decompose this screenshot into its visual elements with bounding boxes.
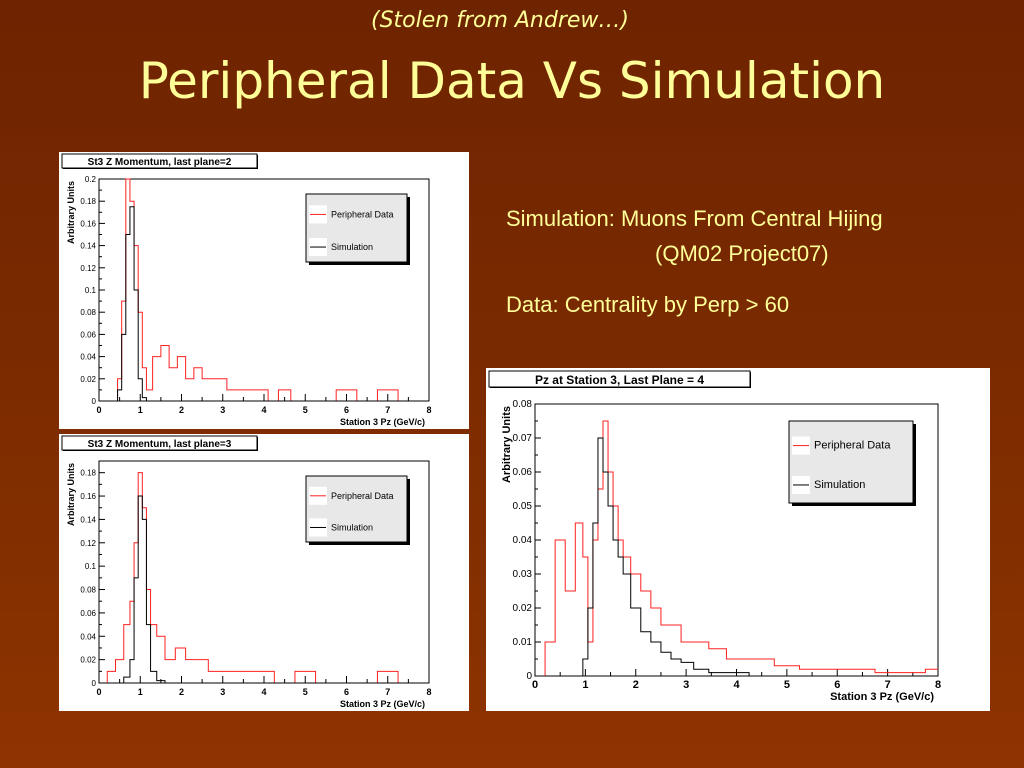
chart-title: St3 Z Momentum, last plane=2 bbox=[88, 157, 232, 168]
info-simulation-line: Simulation: Muons From Central Hijing bbox=[506, 206, 883, 231]
slide-subtitle: (Stolen from Andrew…) bbox=[370, 8, 629, 33]
x-tick-label: 6 bbox=[834, 679, 840, 691]
y-tick-label: 0.16 bbox=[80, 492, 96, 501]
histogram-plane4: Pz at Station 3, Last Plane = 4 0 0.01 0.02… bbox=[488, 370, 941, 703]
y-tick-label: 0.02 bbox=[80, 375, 96, 384]
y-tick-label: 0.12 bbox=[80, 539, 96, 548]
info-project-line: (QM02 Project07) bbox=[655, 241, 829, 266]
y-tick-label: 0.14 bbox=[80, 515, 96, 524]
x-tick-label: 4 bbox=[261, 687, 266, 697]
series-simulation-line bbox=[545, 437, 938, 677]
y-tick-label: 0.07 bbox=[513, 433, 533, 444]
x-tick-label: 8 bbox=[935, 679, 941, 691]
y-tick-label: 0.1 bbox=[85, 562, 97, 571]
y-tick-label: 0.04 bbox=[80, 353, 96, 362]
chart-title: Pz at Station 3, Last Plane = 4 bbox=[535, 373, 704, 387]
slide-title: Peripheral Data Vs Simulation bbox=[138, 52, 886, 110]
x-tick-label: 6 bbox=[344, 687, 349, 697]
x-tick-label: 7 bbox=[885, 679, 891, 691]
histogram-plane2: St3 Z Momentum, last plane=2 0 0.02 0.04 0.0… bbox=[61, 153, 432, 427]
y-tick-label: 0 bbox=[526, 671, 532, 682]
x-tick-label: 4 bbox=[261, 405, 266, 415]
chart-panel-plane2: St3 Z Momentum, last plane=2 0 0.02 0.04 0.0… bbox=[59, 152, 469, 429]
y-tick-label: 0.08 bbox=[513, 399, 533, 410]
legend-label: Peripheral Data bbox=[814, 440, 891, 452]
y-tick-label: 0.06 bbox=[513, 467, 533, 478]
x-tick-label: 3 bbox=[220, 687, 225, 697]
x-tick-label: 1 bbox=[138, 687, 143, 697]
series-simulation-line bbox=[113, 206, 429, 402]
x-tick-label: 6 bbox=[344, 405, 349, 415]
legend-label: Simulation bbox=[331, 522, 373, 532]
legend-label: Simulation bbox=[331, 242, 373, 252]
x-tick-label: 3 bbox=[220, 405, 225, 415]
y-tick-label: 0.1 bbox=[85, 286, 97, 295]
y-tick-label: 0.03 bbox=[513, 569, 533, 580]
x-axis-label: Station 3 Pz (GeV/c) bbox=[830, 691, 934, 703]
y-tick-label: 0.18 bbox=[80, 469, 96, 478]
legend-label: Peripheral Data bbox=[331, 491, 394, 501]
y-tick-label: 0.14 bbox=[80, 242, 96, 251]
x-tick-label: 7 bbox=[385, 687, 390, 697]
y-tick-label: 0.2 bbox=[85, 175, 97, 184]
x-tick-label: 0 bbox=[532, 679, 538, 691]
x-tick-label: 2 bbox=[633, 679, 639, 691]
chart-panel-plane3: St3 Z Momentum, last plane=3 0 0.02 0.04 0.0… bbox=[59, 434, 469, 711]
x-tick-label: 5 bbox=[784, 679, 790, 691]
x-tick-label: 3 bbox=[683, 679, 689, 691]
x-tick-label: 0 bbox=[96, 687, 101, 697]
x-tick-label: 5 bbox=[303, 405, 308, 415]
series-simulation-line bbox=[107, 495, 429, 684]
y-tick-label: 0.12 bbox=[80, 264, 96, 273]
y-tick-label: 0.02 bbox=[513, 603, 533, 614]
info-data-line: Data: Centrality by Perp > 60 bbox=[506, 292, 790, 317]
histogram-plane3: St3 Z Momentum, last plane=3 0 0.02 0.04 0.0… bbox=[61, 435, 432, 709]
x-axis-label: Station 3 Pz (GeV/c) bbox=[340, 699, 425, 709]
x-tick-label: 8 bbox=[426, 405, 431, 415]
y-tick-label: 0.02 bbox=[80, 656, 96, 665]
x-tick-label: 4 bbox=[733, 679, 740, 691]
y-tick-label: 0.08 bbox=[80, 308, 96, 317]
chart-panel-plane4: Pz at Station 3, Last Plane = 4 0 0.01 0.02… bbox=[486, 368, 990, 711]
x-tick-label: 5 bbox=[303, 687, 308, 697]
x-tick-label: 2 bbox=[179, 687, 184, 697]
x-tick-label: 2 bbox=[179, 405, 184, 415]
y-tick-label: 0.18 bbox=[80, 197, 96, 206]
x-tick-label: 1 bbox=[582, 679, 588, 691]
y-tick-label: 0 bbox=[92, 397, 97, 406]
y-tick-label: 0.05 bbox=[513, 501, 533, 512]
title-box bbox=[61, 153, 258, 169]
y-tick-label: 0.06 bbox=[80, 330, 96, 339]
y-axis-label: Arbitrary Units bbox=[66, 181, 76, 244]
chart-title: St3 Z Momentum, last plane=3 bbox=[88, 439, 232, 450]
legend-label: Simulation bbox=[814, 479, 865, 491]
x-tick-label: 1 bbox=[138, 405, 143, 415]
y-axis-label: Arbitrary Units bbox=[501, 406, 513, 483]
y-tick-label: 0.16 bbox=[80, 219, 96, 228]
title-box bbox=[61, 435, 258, 451]
x-axis-label: Station 3 Pz (GeV/c) bbox=[340, 417, 425, 427]
legend-label: Peripheral Data bbox=[331, 209, 394, 219]
y-tick-label: 0.04 bbox=[513, 535, 533, 546]
x-tick-label: 8 bbox=[426, 687, 431, 697]
title-box bbox=[488, 370, 751, 388]
x-tick-label: 7 bbox=[385, 405, 390, 415]
y-axis-label: Arbitrary Units bbox=[66, 463, 76, 526]
y-tick-label: 0 bbox=[92, 679, 97, 688]
y-tick-label: 0.08 bbox=[80, 586, 96, 595]
y-tick-label: 0.06 bbox=[80, 609, 96, 618]
y-tick-label: 0.01 bbox=[513, 637, 533, 648]
x-tick-label: 0 bbox=[96, 405, 101, 415]
y-tick-label: 0.04 bbox=[80, 632, 96, 641]
